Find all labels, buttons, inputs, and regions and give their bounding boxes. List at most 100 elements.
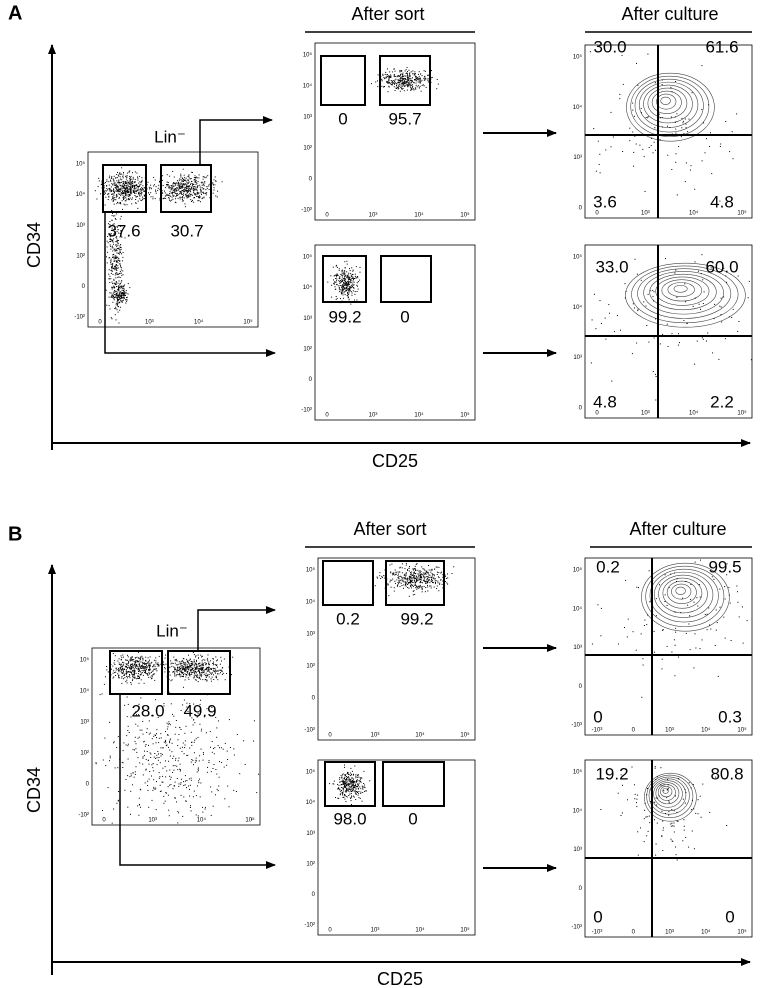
event-dot bbox=[144, 187, 145, 188]
event-dot bbox=[126, 199, 127, 200]
event-dot bbox=[185, 745, 186, 746]
event-dot bbox=[353, 786, 354, 787]
event-dot bbox=[386, 81, 387, 82]
event-dot bbox=[424, 581, 425, 582]
event-dot bbox=[598, 141, 599, 142]
event-dot bbox=[105, 676, 106, 677]
x-tick-label: 10³ bbox=[641, 211, 650, 217]
event-dot bbox=[202, 660, 203, 661]
event-dot bbox=[142, 197, 143, 198]
event-dot bbox=[171, 777, 172, 778]
event-dot bbox=[198, 737, 199, 738]
event-dot bbox=[677, 578, 678, 579]
event-dot bbox=[109, 257, 110, 258]
event-dot bbox=[201, 656, 202, 657]
event-dot bbox=[119, 292, 120, 293]
event-dot bbox=[392, 71, 393, 72]
event-dot bbox=[358, 791, 359, 792]
event-dot bbox=[148, 807, 149, 808]
event-dot bbox=[178, 664, 179, 665]
event-dot bbox=[599, 154, 600, 155]
event-dot bbox=[676, 581, 677, 582]
event-dot bbox=[115, 188, 116, 189]
event-dot bbox=[401, 80, 402, 81]
event-dot bbox=[410, 84, 411, 85]
event-dot bbox=[408, 86, 409, 87]
event-dot bbox=[180, 184, 181, 185]
event-dot bbox=[203, 667, 204, 668]
event-dot bbox=[416, 564, 417, 565]
event-dot bbox=[111, 183, 112, 184]
event-dot bbox=[636, 799, 637, 800]
event-dot bbox=[696, 597, 697, 598]
event-dot bbox=[160, 733, 161, 734]
event-dot bbox=[162, 193, 163, 194]
event-dot bbox=[335, 278, 336, 279]
event-dot bbox=[128, 704, 129, 705]
event-dot bbox=[408, 83, 409, 84]
event-dot bbox=[174, 186, 175, 187]
event-dot bbox=[150, 185, 151, 186]
event-dot bbox=[211, 681, 212, 682]
event-dot bbox=[428, 572, 429, 573]
event-dot bbox=[408, 84, 409, 85]
event-dot bbox=[129, 176, 130, 177]
event-dot bbox=[422, 80, 423, 81]
event-dot bbox=[148, 182, 149, 183]
event-dot bbox=[414, 79, 415, 80]
event-dot bbox=[336, 299, 337, 300]
event-dot bbox=[405, 584, 406, 585]
event-dot bbox=[133, 677, 134, 678]
event-dot bbox=[158, 188, 159, 189]
event-dot bbox=[156, 809, 157, 810]
event-dot bbox=[135, 737, 136, 738]
event-dot bbox=[118, 286, 119, 287]
event-dot bbox=[153, 177, 154, 178]
event-dot bbox=[408, 79, 409, 80]
event-dot bbox=[116, 174, 117, 175]
event-dot bbox=[116, 264, 117, 265]
event-dot bbox=[164, 742, 165, 743]
event-dot bbox=[690, 599, 691, 600]
event-dot bbox=[132, 187, 133, 188]
event-dot bbox=[352, 286, 353, 287]
event-dot bbox=[187, 673, 188, 674]
event-dot bbox=[347, 285, 348, 286]
event-dot bbox=[737, 602, 738, 603]
event-dot bbox=[349, 786, 350, 787]
gate-label: Lin⁻ bbox=[154, 127, 186, 146]
event-dot bbox=[411, 580, 412, 581]
event-dot bbox=[170, 660, 171, 661]
event-dot bbox=[155, 699, 156, 700]
event-dot bbox=[204, 670, 205, 671]
event-dot bbox=[114, 181, 115, 182]
event-dot bbox=[96, 199, 97, 200]
event-dot bbox=[396, 83, 397, 84]
event-dot bbox=[703, 339, 704, 340]
event-dot bbox=[337, 784, 338, 785]
event-dot bbox=[129, 676, 130, 677]
event-dot bbox=[699, 304, 700, 305]
event-dot bbox=[404, 568, 405, 569]
event-dot bbox=[180, 186, 181, 187]
event-dot bbox=[192, 200, 193, 201]
event-dot bbox=[181, 670, 182, 671]
event-dot bbox=[413, 570, 414, 571]
event-dot bbox=[160, 753, 161, 754]
event-dot bbox=[343, 788, 344, 789]
event-dot bbox=[174, 177, 175, 178]
event-dot bbox=[120, 190, 121, 191]
event-dot bbox=[668, 801, 669, 802]
event-dot bbox=[594, 294, 595, 295]
event-dot bbox=[173, 196, 174, 197]
event-dot bbox=[189, 660, 190, 661]
event-dot bbox=[125, 666, 126, 667]
event-dot bbox=[339, 789, 340, 790]
event-dot bbox=[712, 352, 713, 353]
event-dot bbox=[178, 786, 179, 787]
event-dot bbox=[636, 806, 637, 807]
event-dot bbox=[179, 180, 180, 181]
event-dot bbox=[202, 663, 203, 664]
event-dot bbox=[358, 774, 359, 775]
event-dot bbox=[116, 197, 117, 198]
